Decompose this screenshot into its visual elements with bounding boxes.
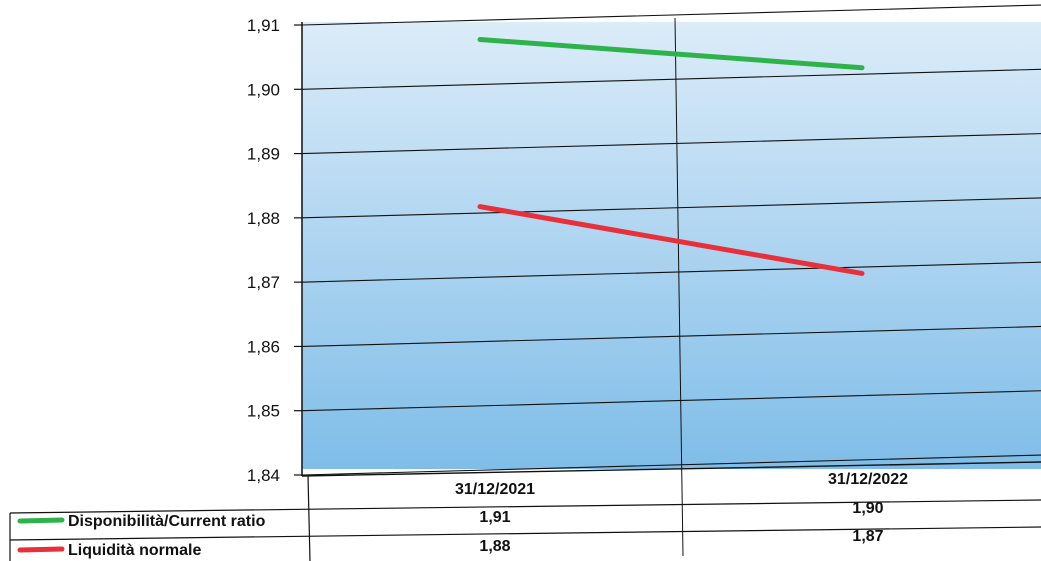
data-value-label: 1,90 xyxy=(852,500,883,517)
legend-label: Liquidità normale xyxy=(68,542,201,559)
data-value-label: 1,88 xyxy=(479,538,510,555)
y-tick-label: 1,91 xyxy=(247,16,280,35)
category-label: 31/12/2021 xyxy=(455,481,535,498)
data-value-label: 1,91 xyxy=(479,509,510,526)
category-label: 31/12/2022 xyxy=(828,471,908,488)
y-tick-label: 1,84 xyxy=(247,466,280,485)
y-tick-label: 1,86 xyxy=(247,337,280,356)
category-divider xyxy=(674,17,684,557)
table-line xyxy=(9,526,1041,541)
y-tick-label: 1,87 xyxy=(247,273,280,292)
series-line-1 xyxy=(477,204,865,276)
y-tick-label: 1,90 xyxy=(247,80,280,99)
gridlines xyxy=(301,4,1041,476)
gridline xyxy=(301,325,1041,347)
gridline xyxy=(301,261,1041,283)
legend-label: Disponibilità/Current ratio xyxy=(68,513,266,530)
legend-swatch xyxy=(17,517,65,524)
y-tick-label: 1,89 xyxy=(247,145,280,164)
gridline xyxy=(301,454,1041,476)
data-value-label: 1,87 xyxy=(852,528,883,545)
table-line xyxy=(301,461,1041,477)
gridline xyxy=(301,390,1041,412)
y-tick-label: 1,88 xyxy=(247,209,280,228)
gridline xyxy=(301,197,1041,219)
gridline xyxy=(301,68,1041,90)
table-line xyxy=(307,475,311,561)
legend-swatch xyxy=(17,546,65,553)
table-line xyxy=(9,499,1041,514)
data-table: 31/12/2021 31/12/2022 Disponibilità/Curren… xyxy=(9,461,1041,561)
plot-area xyxy=(302,22,1041,469)
series-line-0 xyxy=(477,36,865,71)
y-tick-label: 1,85 xyxy=(247,402,280,421)
y-axis-ticks: 1,84 1,85 1,86 1,87 1,88 1,89 1,90 1,91 xyxy=(247,16,302,485)
series-lines xyxy=(477,36,865,276)
gridline xyxy=(301,4,1041,26)
gridline xyxy=(301,133,1041,155)
